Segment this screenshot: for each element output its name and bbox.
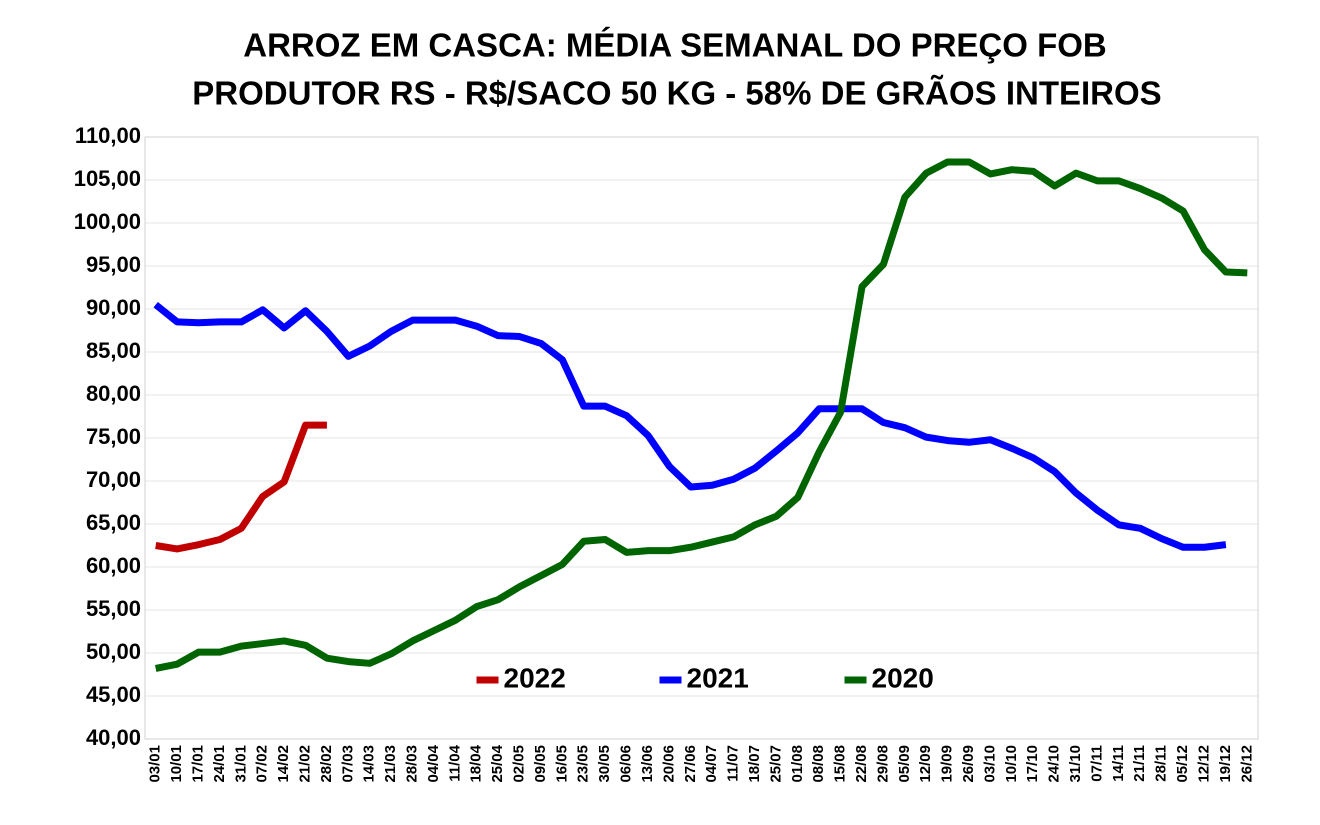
x-tick-label: 21/03: [382, 745, 399, 783]
x-tick-label: 11/07: [725, 745, 742, 782]
legend-label: 2021: [687, 662, 749, 693]
x-tick-label: 10/01: [168, 745, 185, 783]
x-tick-label: 02/05: [511, 745, 528, 783]
x-tick-label: 31/01: [232, 745, 249, 783]
x-tick-label: 04/04: [425, 744, 442, 782]
x-tick-label: 13/06: [639, 745, 656, 783]
x-tick-label: 18/04: [468, 744, 485, 782]
x-tick-label: 15/08: [832, 745, 849, 783]
y-tick-label: 55,00: [86, 596, 141, 621]
y-tick-label: 40,00: [86, 725, 141, 750]
x-tick-label: 17/01: [189, 745, 206, 783]
x-tick-label: 10/10: [1003, 745, 1020, 783]
x-tick-label: 14/03: [361, 745, 378, 783]
series-line: [155, 421, 327, 553]
chart-title: PRODUTOR RS - R$/SACO 50 KG - 58% DE GRÃ…: [192, 75, 1161, 112]
x-tick-label: 01/08: [789, 745, 806, 783]
x-tick-label: 07/03: [339, 745, 356, 783]
x-tick-label: 04/07: [703, 745, 720, 783]
x-tick-label: 18/07: [746, 745, 763, 783]
y-tick-label: 80,00: [86, 381, 141, 406]
x-tick-label: 22/08: [853, 745, 870, 783]
x-tick-label: 09/05: [532, 745, 549, 783]
x-tick-label: 21/11: [1131, 745, 1148, 782]
y-tick-label: 70,00: [86, 467, 141, 492]
y-tick-label: 75,00: [86, 424, 141, 449]
x-tick-label: 06/06: [618, 745, 635, 783]
x-tick-label: 27/06: [682, 745, 699, 783]
y-tick-label: 100,00: [74, 209, 141, 234]
x-tick-label: 05/09: [896, 745, 913, 783]
x-tick-label: 11/04: [446, 744, 463, 781]
y-tick-label: 110,00: [75, 123, 141, 148]
y-tick-label: 90,00: [86, 295, 141, 320]
x-tick-label: 07/02: [254, 745, 271, 783]
legend-label: 2022: [504, 662, 566, 693]
y-tick-label: 105,00: [74, 166, 141, 191]
x-tick-label: 07/11: [1088, 745, 1105, 782]
x-tick-label: 24/01: [211, 745, 228, 783]
x-tick-label: 23/05: [575, 745, 592, 783]
x-tick-label: 24/10: [1046, 745, 1063, 783]
x-tick-label: 25/07: [767, 745, 784, 783]
y-tick-label: 65,00: [86, 510, 141, 535]
x-tick-label: 19/09: [939, 745, 956, 783]
x-tick-label: 28/03: [404, 745, 421, 783]
x-tick-label: 14/02: [275, 745, 292, 783]
x-tick-label: 17/10: [1024, 745, 1041, 783]
y-tick-label: 95,00: [86, 252, 141, 277]
x-tick-label: 08/08: [810, 745, 827, 783]
x-tick-label: 03/10: [981, 745, 998, 783]
x-tick-label: 05/12: [1174, 745, 1191, 783]
y-tick-label: 85,00: [86, 338, 141, 363]
y-tick-label: 45,00: [86, 682, 141, 707]
x-tick-label: 29/08: [874, 745, 891, 783]
plot-border: [144, 136, 1259, 740]
series-line: [155, 158, 1248, 672]
x-tick-label: 14/11: [1110, 745, 1127, 782]
y-tick-label: 60,00: [86, 553, 141, 578]
y-tick-label: 50,00: [86, 639, 141, 664]
chart-title: ARROZ EM CASCA: MÉDIA SEMANAL DO PREÇO F…: [243, 27, 1107, 64]
x-tick-label: 19/12: [1217, 745, 1234, 783]
x-tick-label: 31/10: [1067, 745, 1084, 783]
x-tick-label: 25/04: [489, 744, 506, 782]
x-tick-label: 26/09: [960, 745, 977, 783]
x-tick-label: 28/02: [318, 745, 335, 783]
x-tick-label: 28/11: [1153, 745, 1170, 782]
x-tick-label: 21/02: [296, 745, 313, 783]
x-tick-label: 16/05: [553, 745, 570, 783]
x-tick-label: 20/06: [660, 745, 677, 783]
x-tick-label: 26/12: [1238, 745, 1255, 783]
legend-label: 2020: [872, 662, 934, 693]
x-tick-label: 12/12: [1195, 745, 1212, 783]
x-tick-label: 30/05: [596, 745, 613, 783]
x-tick-label: 12/09: [917, 745, 934, 783]
series-line: [153, 301, 1227, 551]
x-tick-label: 03/01: [147, 745, 164, 783]
